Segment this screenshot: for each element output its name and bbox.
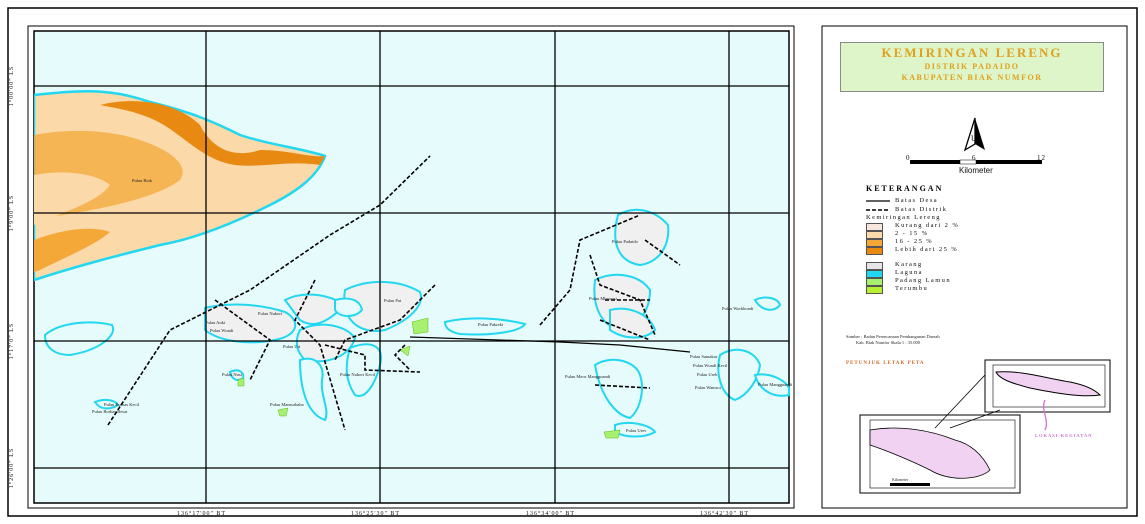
legend-swatch-2-15 <box>866 231 883 239</box>
place-label: Pulau Wundi Kecil <box>693 363 728 368</box>
place-label: Pulau Nukori <box>258 311 283 316</box>
place-label: Pulau Ureb <box>697 372 718 377</box>
lon-tick-1: 136°17'00" BT <box>177 511 227 517</box>
place-label: Pulau Wamsoi <box>695 385 721 390</box>
graticule <box>34 31 789 503</box>
place-label: Pulau Pakreki <box>478 322 504 327</box>
place-label: Pulau Biak <box>132 178 152 183</box>
scale-tick-0: 0 <box>906 154 911 162</box>
map-title-box: KEMIRINGAN LERENG DISTRIK PADAIDO KABUPA… <box>840 42 1104 92</box>
legend-swatch-laguna <box>866 270 883 278</box>
inset-callout: LOKASI KEGIATAN <box>1035 433 1093 438</box>
district-boundaries <box>107 155 681 431</box>
lon-tick-2: 136°25'30" BT <box>351 511 401 517</box>
legend-swatch-16-25 <box>866 239 883 247</box>
place-label: Pulau Samakur <box>690 354 718 359</box>
place-label: Pulau Auki <box>205 320 226 325</box>
village-boundaries <box>409 336 691 353</box>
scale-tick-6: 6 <box>972 154 977 162</box>
seagrass <box>237 317 621 439</box>
source-line-2: Kab. Biak Numfor Skala 1 : 35.000 <box>856 340 920 345</box>
place-label: Pulau Urev <box>626 428 647 433</box>
scale-unit: Kilometer <box>959 166 993 175</box>
inset-scale-label: Kilometer <box>892 477 909 482</box>
source-line-1: Sumber : Badan Perencanaan Pembangunan D… <box>846 334 940 339</box>
place-label: Pulau Pai <box>384 298 402 303</box>
place-label: Pulau Wundi <box>210 328 234 333</box>
place-label: Pulau Mansurbabo <box>270 402 304 407</box>
place-label: Pulau Mbromsi <box>589 296 617 301</box>
place-label: Pulau Nukori Kecil <box>340 372 375 377</box>
legend-symbols <box>866 200 890 211</box>
place-label: Pulau Uri <box>283 344 301 349</box>
legend-swatch-terumbu <box>866 286 883 294</box>
map-subtitle-regency: KABUPATEN BIAK NUMFOR <box>901 73 1043 82</box>
legend-item-laguna: Laguna <box>895 269 923 276</box>
place-label: Pulau Rurbas Besar <box>92 409 128 414</box>
place-label: Pulau Meos Mangguandi <box>565 374 611 379</box>
lat-tick-1: 1°00'00" LS <box>9 65 16 107</box>
legend-item-slope-2-15: 2 - 15 % <box>895 230 929 237</box>
scale-tick-12: 12 <box>1037 154 1046 162</box>
scale-bar <box>910 159 1042 165</box>
legend-swatch-gt25 <box>866 247 883 255</box>
legend-heading: KETERANGAN <box>866 184 944 193</box>
legend-item-batas-distrik: Batas Distrik <box>895 206 948 213</box>
legend-item-slope-gt25: Lebih dari 25 % <box>895 246 959 253</box>
place-label: Pulau Workbondi <box>722 306 754 311</box>
lat-tick-4: 1°26'00" LS <box>9 447 16 489</box>
legend-swatch-karang <box>866 262 883 270</box>
legend-swatch-flat <box>866 223 883 231</box>
lon-tick-3: 136°34'00" BT <box>526 511 576 517</box>
inset-map <box>859 359 1111 494</box>
legend-item-batas-desa: Batas Desa <box>895 197 939 204</box>
place-label: Pulau Padaido <box>612 239 638 244</box>
reef-islands <box>43 208 790 438</box>
legend-item-lamun: Padang Lamun <box>895 277 951 284</box>
lon-tick-4: 136°42'30" BT <box>700 511 750 517</box>
legend-item-slope-lt2: Kurang dari 2 % <box>895 222 960 229</box>
legend-item-slope-16-25: 16 - 25 % <box>895 238 934 245</box>
lat-tick-3: 1°17'0" LS <box>9 322 16 360</box>
inset-title: PETUNJUK LETAK PETA <box>846 361 925 366</box>
place-label: Pulau Mangguandi <box>758 382 793 387</box>
north-label: U <box>971 134 978 143</box>
legend-item-kemiringan: Kemiringan Lereng <box>866 214 941 221</box>
legend-item-karang: Karang <box>895 261 923 268</box>
map-outer-frame <box>27 25 795 509</box>
north-arrow-icon <box>963 117 985 152</box>
map-subtitle-district: DISTRIK PADAIDO <box>924 62 1020 71</box>
biak-island <box>34 90 327 282</box>
map-title: KEMIRINGAN LERENG <box>881 45 1063 60</box>
legend-item-terumbu: Terumbu <box>895 285 929 292</box>
legend-swatch-lamun <box>866 278 883 286</box>
lat-tick-2: 1°9'00" LS <box>9 194 16 232</box>
place-label: Pulau Rurbas Kecil <box>104 402 139 407</box>
place-label: Pulau Nusi <box>222 372 242 377</box>
